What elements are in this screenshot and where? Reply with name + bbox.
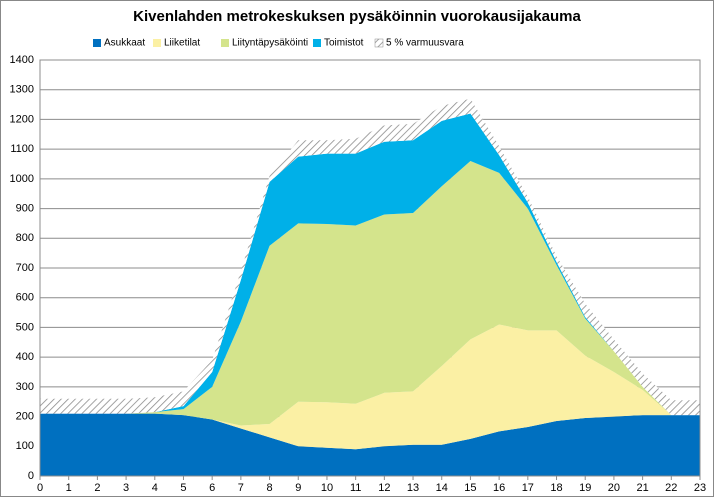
- x-tick-label: 20: [608, 482, 620, 494]
- x-tick-label: 1: [66, 482, 72, 494]
- y-tick-label: 200: [16, 410, 34, 422]
- y-tick-label: 700: [16, 262, 34, 274]
- x-tick-label: 16: [493, 482, 505, 494]
- area: [40, 413, 700, 476]
- x-tick-label: 18: [550, 482, 562, 494]
- legend-label: Liiketilat: [164, 38, 200, 49]
- y-tick-label: 100: [16, 440, 34, 452]
- y-tick-label: 300: [16, 381, 34, 393]
- area: [40, 161, 700, 426]
- legend-swatch: [221, 39, 229, 47]
- y-tick-label: 500: [16, 321, 34, 333]
- x-tick-label: 21: [636, 482, 648, 494]
- legend-swatch: [93, 39, 101, 47]
- y-tick-label: 0: [28, 470, 34, 482]
- legend-swatch: [313, 39, 321, 47]
- x-tick-label: 14: [436, 482, 448, 494]
- area: [40, 113, 700, 416]
- legend: Asukkaat Liiketilat Liityntäpysäköinti Toim…: [93, 38, 464, 49]
- x-tick-label: 7: [238, 482, 244, 494]
- x-tick-label: 2: [94, 482, 100, 494]
- y-tick-label: 1000: [10, 173, 34, 185]
- x-tick-label: 10: [321, 482, 333, 494]
- y-tick-label: 1100: [10, 143, 34, 155]
- x-tick-label: 23: [694, 482, 706, 494]
- x-tick-label: 8: [267, 482, 273, 494]
- x-tick-label: 19: [579, 482, 591, 494]
- plot-frame: [39, 59, 701, 477]
- chart-title: Kivenlahden metrokeskuksen pysäköinnin v…: [133, 8, 581, 25]
- y-tick-label: 800: [16, 232, 34, 244]
- y-tick-label: 1200: [10, 113, 34, 125]
- x-tick-label: 6: [209, 482, 215, 494]
- legend-label: Toimistot: [324, 38, 364, 49]
- y-tick-label: 1300: [10, 84, 34, 96]
- x-tick-label: 5: [180, 482, 186, 494]
- x-tick-label: 11: [350, 482, 361, 494]
- y-tick-label: 1400: [10, 54, 34, 66]
- x-tick-label: 0: [37, 482, 43, 494]
- y-tick-label: 900: [16, 202, 34, 214]
- y-tick-label: 400: [16, 351, 34, 363]
- x-tick-label: 17: [522, 482, 534, 494]
- x-tick-label: 22: [665, 482, 677, 494]
- y-tick-label: 600: [16, 292, 34, 304]
- legend-label: Liityntäpysäköinti: [232, 38, 308, 49]
- x-tick-label: 12: [378, 482, 390, 494]
- legend-label: 5 % varmuusvara: [386, 38, 464, 49]
- legend-swatch: [153, 39, 161, 47]
- area: [40, 324, 700, 450]
- legend-swatch: [374, 38, 384, 48]
- legend-label: Asukkaat: [104, 38, 145, 49]
- x-tick-label: 4: [152, 482, 158, 494]
- x-tick-label: 3: [123, 482, 129, 494]
- x-tick-label: 13: [407, 482, 419, 494]
- x-tick-label: 15: [464, 482, 476, 494]
- x-tick-label: 9: [295, 482, 301, 494]
